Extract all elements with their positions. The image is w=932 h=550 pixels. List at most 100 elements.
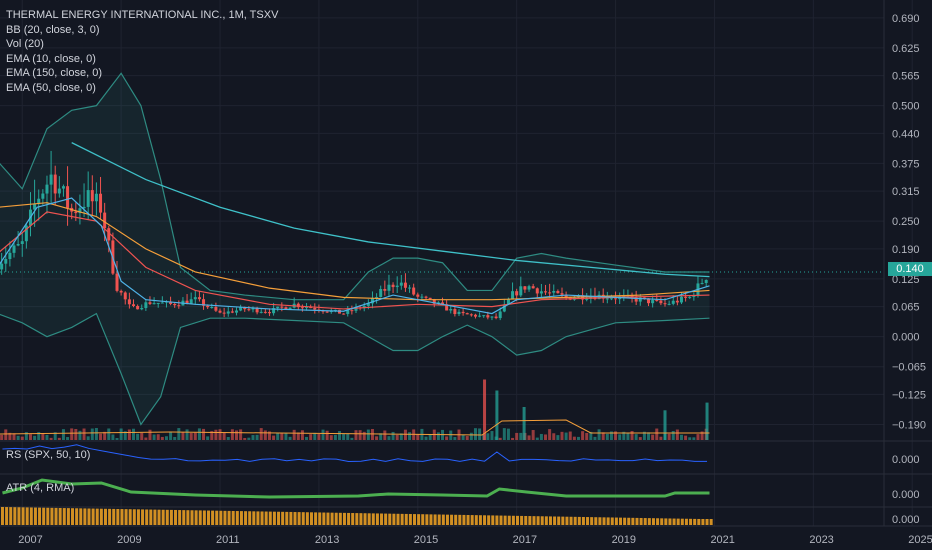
bottom-bar: [499, 515, 503, 525]
bottom-bar: [602, 517, 606, 525]
volume-bar: [99, 433, 103, 440]
rs-line: [2, 444, 708, 462]
bottom-bar: [705, 519, 709, 525]
candle-body: [679, 296, 683, 303]
candle-body: [527, 286, 531, 290]
bottom-bar: [281, 511, 285, 525]
bottom-bar: [260, 511, 264, 525]
bottom-bar: [301, 512, 305, 525]
volume-bar: [399, 433, 403, 440]
volume-bar: [581, 431, 585, 440]
bottom-bar: [46, 507, 50, 525]
candle-body: [90, 190, 94, 202]
bottom-bar: [614, 517, 618, 525]
rs-value-label: 0.000: [892, 454, 920, 466]
bottom-histogram: [0, 507, 713, 525]
bottom-bar: [417, 514, 421, 525]
bottom-bar: [606, 517, 610, 525]
candle-body: [473, 314, 477, 317]
bottom-bar: [17, 507, 21, 525]
bottom-bar: [536, 516, 540, 525]
volume-bar: [572, 436, 576, 440]
candle-body: [0, 263, 4, 270]
legend-indicator-ema150[interactable]: EMA (150, close, 0): [6, 67, 102, 79]
volume-bar: [544, 434, 548, 440]
bottom-bar: [293, 512, 297, 525]
x-tick-label: 2011: [216, 534, 240, 546]
candle-body: [103, 212, 107, 229]
bottom-bar: [660, 518, 664, 525]
x-tick-label: 2017: [513, 534, 537, 546]
volume-bar: [70, 428, 74, 440]
y-tick-label: −0.190: [892, 419, 926, 431]
candle-body: [210, 307, 214, 309]
y-tick-label: 0.250: [892, 216, 920, 228]
candle-body: [486, 315, 490, 318]
bottom-bar: [62, 508, 66, 525]
bottom-bar: [627, 517, 631, 525]
y-tick-label: 0.125: [892, 274, 920, 286]
bottom-bar: [693, 518, 697, 525]
volume-bar: [276, 433, 280, 440]
candle-body: [544, 291, 548, 293]
bottom-bar: [223, 510, 227, 525]
volume-bar: [642, 431, 646, 440]
candle-body: [609, 298, 613, 300]
atr-pane-label[interactable]: ATR (4, RMA): [6, 482, 75, 494]
volume-bar: [148, 429, 152, 440]
bb-lower-line: [0, 312, 710, 426]
bottom-bar: [318, 512, 322, 525]
volume-bar: [267, 431, 271, 440]
bottom-bar: [367, 513, 371, 525]
volume-bar: [255, 434, 259, 440]
candle-body: [441, 302, 445, 305]
volume-bar: [263, 430, 267, 440]
bottom-bar: [66, 508, 70, 525]
volume-bar: [53, 432, 57, 440]
volume-bar: [511, 437, 515, 440]
bottom-bar: [643, 518, 647, 525]
volume-bar: [193, 432, 197, 440]
candle-body: [140, 308, 144, 310]
volume-bar: [366, 429, 370, 440]
volume-bar: [300, 430, 304, 440]
bottom-bar: [161, 509, 165, 525]
volume-bar: [321, 429, 325, 440]
bottom-bar: [231, 510, 235, 525]
candle-body: [564, 294, 568, 298]
legend-indicator-ema10[interactable]: EMA (10, close, 0): [6, 52, 96, 65]
legend-indicator-ema50[interactable]: EMA (50, close, 0): [6, 81, 96, 94]
candle-body: [115, 273, 119, 291]
bottom-bar: [684, 518, 688, 525]
volume-bar: [651, 434, 655, 440]
bottom-bar: [309, 512, 313, 525]
candle-body: [94, 193, 98, 202]
volume-spike-bar: [522, 407, 526, 440]
y-tick-label: 0.375: [892, 158, 920, 170]
volume-bar: [78, 430, 82, 440]
candle-body: [45, 184, 49, 194]
volume-bar: [461, 434, 465, 440]
volume-bar: [576, 436, 580, 440]
volume-bar: [119, 428, 123, 440]
rs-pane-label[interactable]: RS (SPX, 50, 10): [6, 449, 91, 461]
volume-bar: [465, 436, 469, 440]
volume-bar: [700, 431, 704, 440]
candle-body: [296, 303, 300, 308]
volume-bar: [370, 429, 374, 440]
candle-body: [408, 287, 412, 289]
bottom-bar: [672, 518, 676, 525]
volume-bar: [247, 437, 251, 440]
candle-body: [305, 307, 309, 309]
volume-bar: [589, 431, 593, 440]
candle-body: [391, 284, 395, 288]
volume-bar: [486, 433, 490, 440]
bottom-bar: [520, 515, 524, 525]
legend-indicator-vol[interactable]: Vol (20): [6, 38, 44, 50]
bottom-bar: [351, 513, 355, 525]
bottom-bar: [174, 509, 178, 525]
bottom-bar: [524, 515, 528, 525]
legend-indicator-bb[interactable]: BB (20, close, 3, 0): [6, 23, 100, 36]
bottom-bar: [87, 508, 91, 525]
